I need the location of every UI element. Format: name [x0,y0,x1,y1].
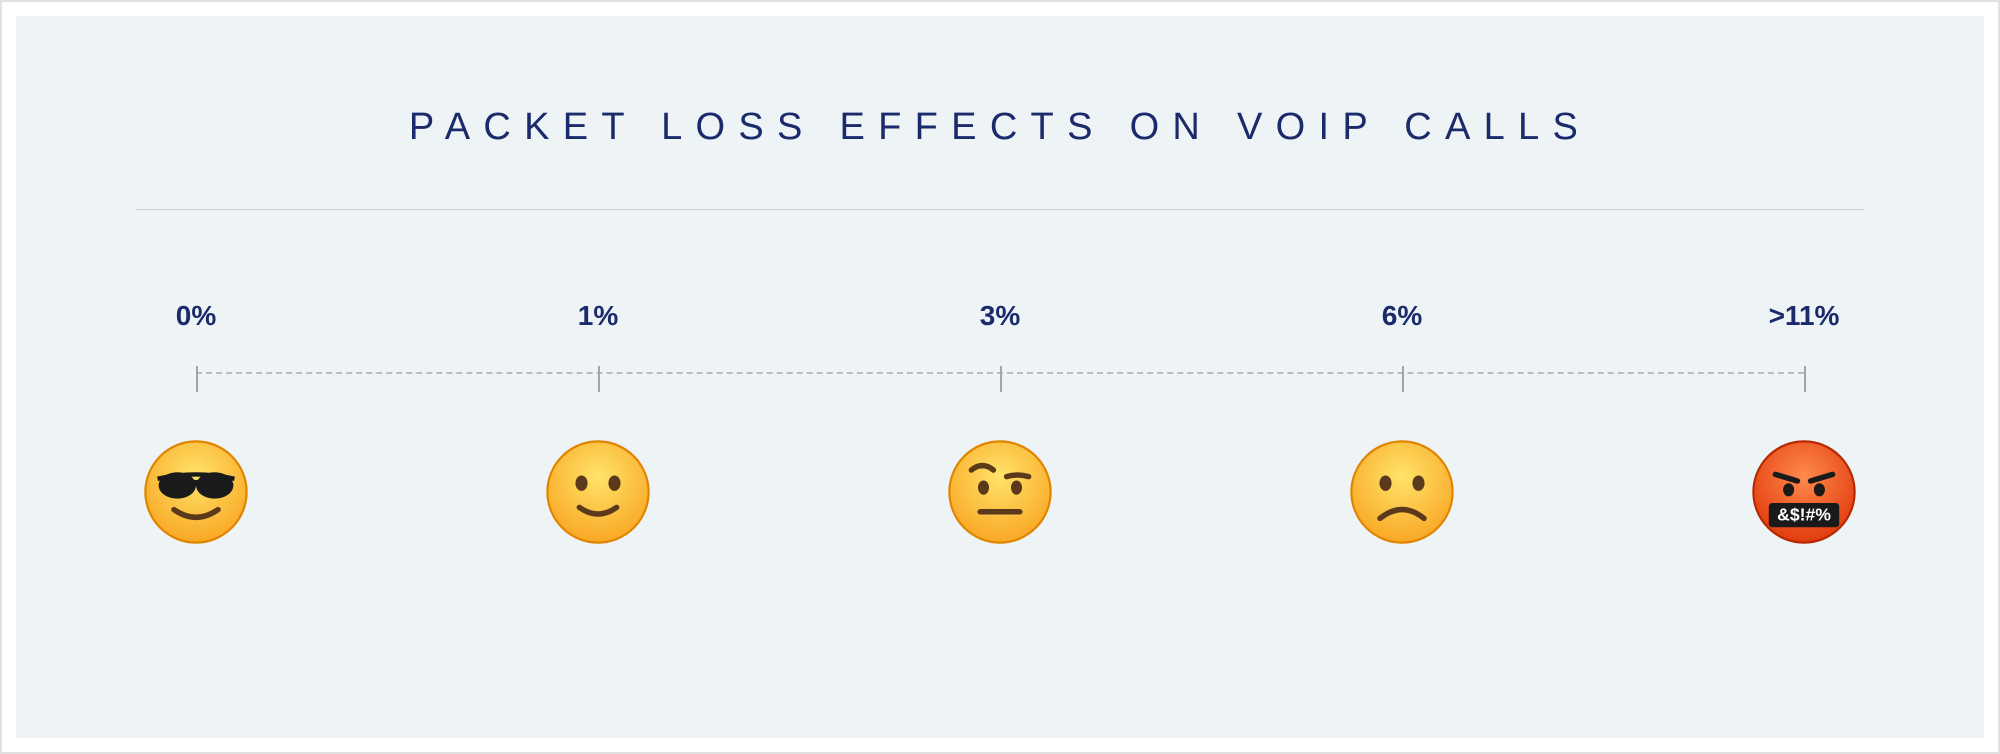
percent-label: 1% [578,300,618,332]
panel: PACKET LOSS EFFECTS ON VOIP CALLS 0% 1% … [16,16,1984,738]
scale-item: 6% [1342,300,1462,678]
scale-item: >11% &$!#% [1744,300,1864,678]
scale: 0% 1% 3% 6% [136,300,1864,678]
frowning-face-icon [1347,437,1457,547]
slight-smile-icon [543,437,653,547]
sunglasses-face-icon [141,437,251,547]
divider [136,209,1864,210]
page-title: PACKET LOSS EFFECTS ON VOIP CALLS [136,106,1864,149]
percent-label: 0% [176,300,216,332]
svg-text:&$!#%: &$!#% [1777,505,1831,525]
scale-item: 1% [538,300,658,678]
raised-eyebrow-icon [945,437,1055,547]
percent-label: >11% [1769,300,1840,332]
percent-label: 6% [1382,300,1422,332]
swearing-face-icon: &$!#% [1749,437,1859,547]
percent-label: 3% [980,300,1020,332]
scale-item: 3% [940,300,1060,678]
scale-item: 0% [136,300,256,678]
infographic-container: PACKET LOSS EFFECTS ON VOIP CALLS 0% 1% … [0,0,2000,754]
